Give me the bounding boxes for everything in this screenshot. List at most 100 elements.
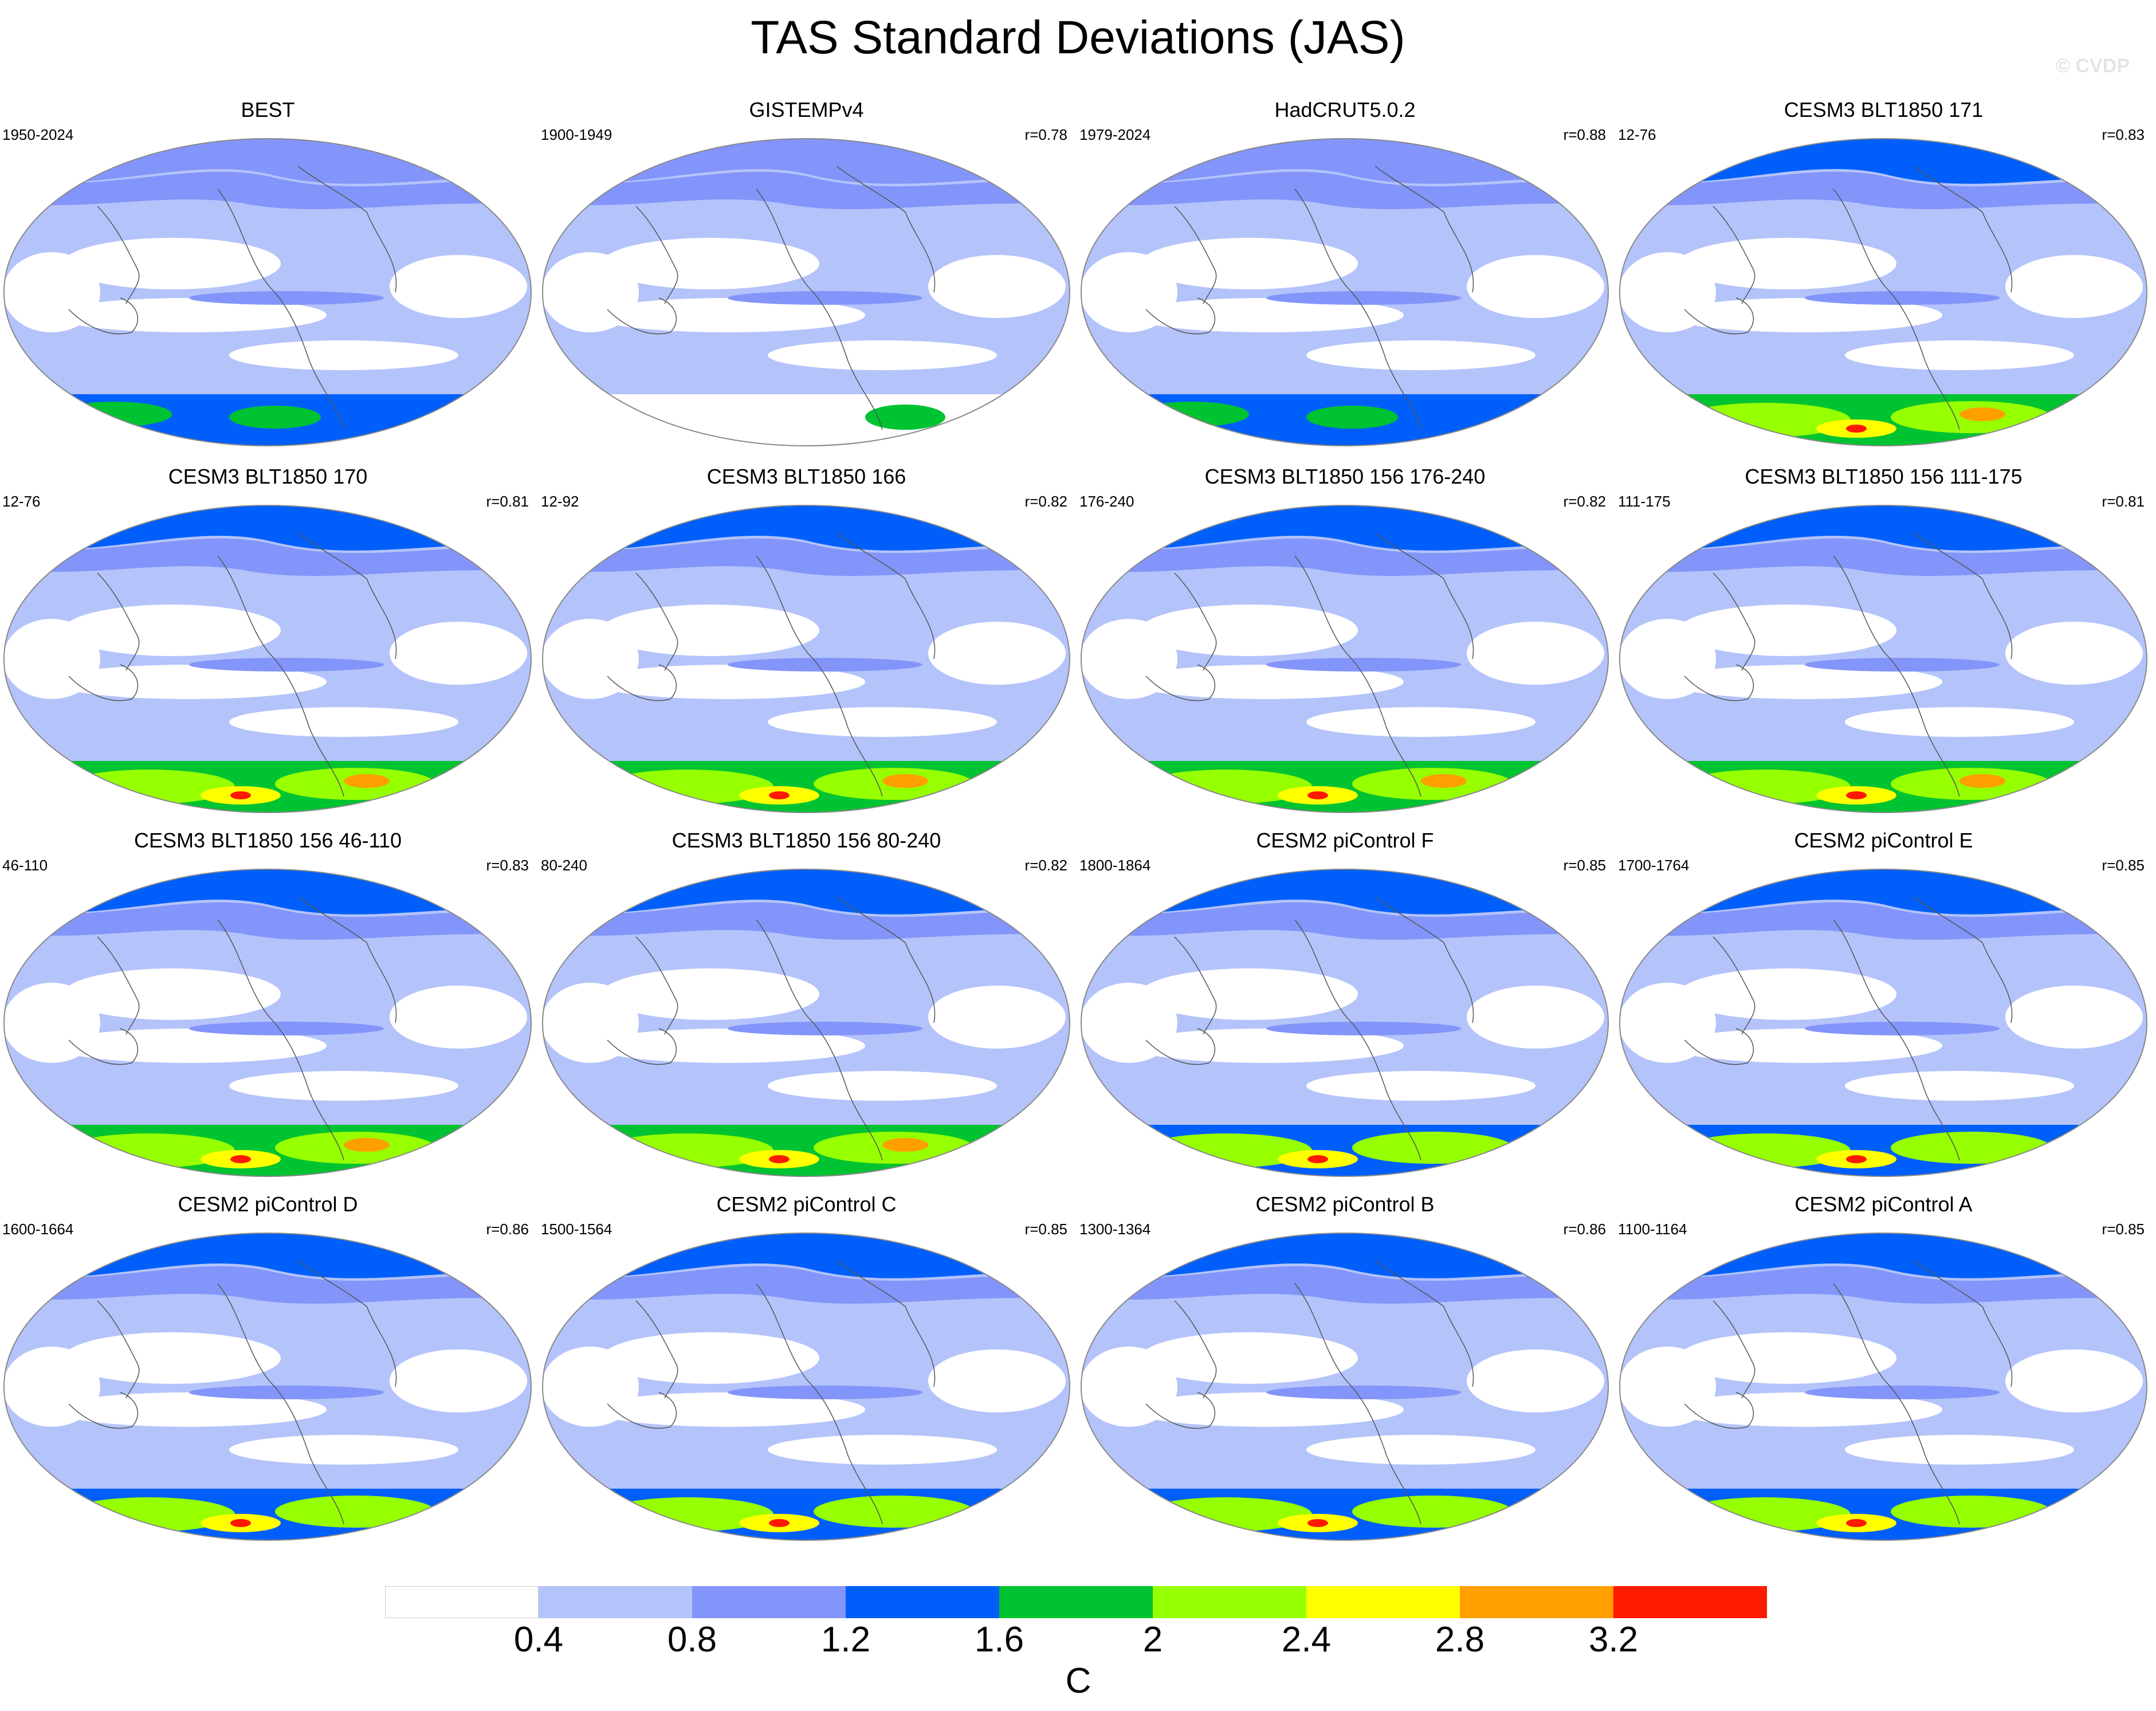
panel-correlation: r=0.81	[486, 493, 529, 510]
tropical-low-variability	[590, 665, 865, 699]
south-pacific-low-variability	[229, 1071, 458, 1101]
atlantic-low-variability	[2005, 622, 2143, 685]
map-plot	[542, 869, 1070, 1177]
indian-ocean-low-variability	[1081, 619, 1177, 699]
atlantic-low-variability	[390, 622, 527, 685]
equatorial-pacific-band	[1805, 291, 2000, 305]
antarctic-variability-blob	[865, 405, 945, 430]
antarctic-variability-blob	[1352, 1132, 1513, 1164]
map-border	[3, 1233, 532, 1541]
map-panel: CESM2 piControl E 1700-1764 r=0.85	[1616, 828, 2151, 1183]
coastline	[1684, 1028, 1754, 1065]
antarctic-variability-peak	[1959, 774, 2005, 788]
antarctic-variability-max	[769, 791, 790, 799]
map-border	[1081, 869, 1609, 1177]
equatorial-pacific-band	[189, 658, 384, 672]
tropical-low-variability	[1129, 1392, 1404, 1427]
atlantic-low-variability	[928, 255, 1066, 318]
map-panel: CESM3 BLT1850 166 12-92 r=0.82	[539, 464, 1074, 819]
indian-ocean-low-variability	[1620, 252, 1716, 332]
coastline	[217, 555, 344, 797]
panel-period: 80-240	[541, 857, 587, 874]
coastline	[1174, 1300, 1217, 1399]
atlantic-low-variability	[2005, 1349, 2143, 1412]
map-plot	[1081, 505, 1609, 813]
map-border	[1619, 1233, 2147, 1541]
antarctic-variability-blob	[1891, 1132, 2051, 1164]
high-latitude-band	[1620, 902, 2147, 940]
coastline	[1375, 896, 1474, 1023]
panel-title: GISTEMPv4	[749, 98, 864, 121]
tropical-low-variability	[1667, 665, 1942, 699]
panel-correlation: r=0.81	[2102, 493, 2145, 510]
panel-correlation: r=0.83	[2102, 126, 2145, 143]
coastline	[1684, 297, 1754, 335]
panel-period: 1979-2024	[1079, 126, 1151, 143]
atlantic-low-variability	[928, 622, 1066, 685]
south-pacific-low-variability	[1845, 1071, 2074, 1101]
tropical-low-variability	[52, 1029, 327, 1063]
map-plot	[1619, 138, 2147, 446]
coastline	[217, 919, 344, 1161]
panel-period: 1800-1864	[1079, 857, 1151, 874]
map-border	[1619, 138, 2147, 446]
equatorial-pacific-band	[1805, 658, 2000, 672]
panel-period: 12-76	[2, 493, 41, 510]
indian-ocean-low-variability	[4, 983, 100, 1063]
panel-correlation: r=0.88	[1563, 126, 1606, 143]
coastline	[1375, 532, 1474, 660]
colorbar-swatch	[846, 1586, 999, 1618]
panel-title: CESM3 BLT1850 170	[168, 465, 368, 488]
antarctic-variability-max	[1846, 1155, 1867, 1163]
cvdp-watermark: © CVDP	[2056, 55, 2130, 77]
panel-period: 1300-1364	[1079, 1221, 1151, 1238]
high-latitude-band	[4, 902, 531, 940]
north-pacific-low-variability	[602, 968, 819, 1020]
coastline	[635, 206, 678, 304]
equatorial-pacific-band	[728, 1386, 922, 1399]
coastline	[607, 1028, 677, 1065]
colorbar-swatch	[1153, 1586, 1306, 1618]
colorbar-tick-label: 1.6	[974, 1620, 1024, 1659]
high-latitude-band	[1620, 171, 2147, 210]
map-plot	[3, 505, 532, 813]
equatorial-pacific-band	[189, 291, 384, 305]
antarctic-variability-blob	[1352, 1496, 1513, 1528]
north-pacific-low-variability	[1140, 1332, 1358, 1384]
coastline	[1913, 896, 2013, 1023]
indian-ocean-low-variability	[4, 1347, 100, 1427]
coastline	[607, 297, 677, 335]
coastline	[836, 1260, 936, 1387]
map-border	[1081, 138, 1609, 446]
colorbar-tick-label: 3.2	[1588, 1620, 1639, 1659]
panel-period: 1500-1564	[541, 1221, 612, 1238]
indian-ocean-low-variability	[543, 1347, 639, 1427]
coastline	[1833, 555, 1960, 797]
map-panel: CESM3 BLT1850 171 12-76 r=0.83	[1616, 97, 2151, 453]
coastline	[1713, 936, 1756, 1035]
indian-ocean-low-variability	[4, 252, 100, 332]
high-latitude-band	[1081, 171, 1608, 210]
map-border	[542, 505, 1070, 813]
antarctic-variability-blob	[814, 1496, 974, 1528]
map-border	[542, 1233, 1070, 1541]
south-pacific-low-variability	[1306, 340, 1535, 370]
coastline	[1375, 166, 1474, 293]
south-pacific-low-variability	[768, 1435, 997, 1465]
map-panel: CESM2 piControl A 1100-1164 r=0.85	[1616, 1192, 2151, 1547]
coastline	[756, 1283, 883, 1525]
tropical-low-variability	[52, 298, 327, 332]
map-plot	[1619, 1233, 2147, 1541]
antarctic-variability-peak	[882, 774, 928, 788]
north-pacific-low-variability	[63, 1332, 281, 1384]
south-pacific-low-variability	[1306, 1435, 1535, 1465]
north-pacific-low-variability	[1140, 968, 1358, 1020]
equatorial-pacific-band	[189, 1022, 384, 1035]
high-latitude-band	[543, 538, 1070, 576]
map-plot	[1081, 1233, 1609, 1541]
antarctic-variability-max	[1846, 425, 1867, 433]
panel-period: 12-76	[1618, 126, 1656, 143]
tropical-low-variability	[590, 298, 865, 332]
coastline	[836, 166, 936, 293]
panel-title: CESM2 piControl E	[1794, 829, 1973, 852]
